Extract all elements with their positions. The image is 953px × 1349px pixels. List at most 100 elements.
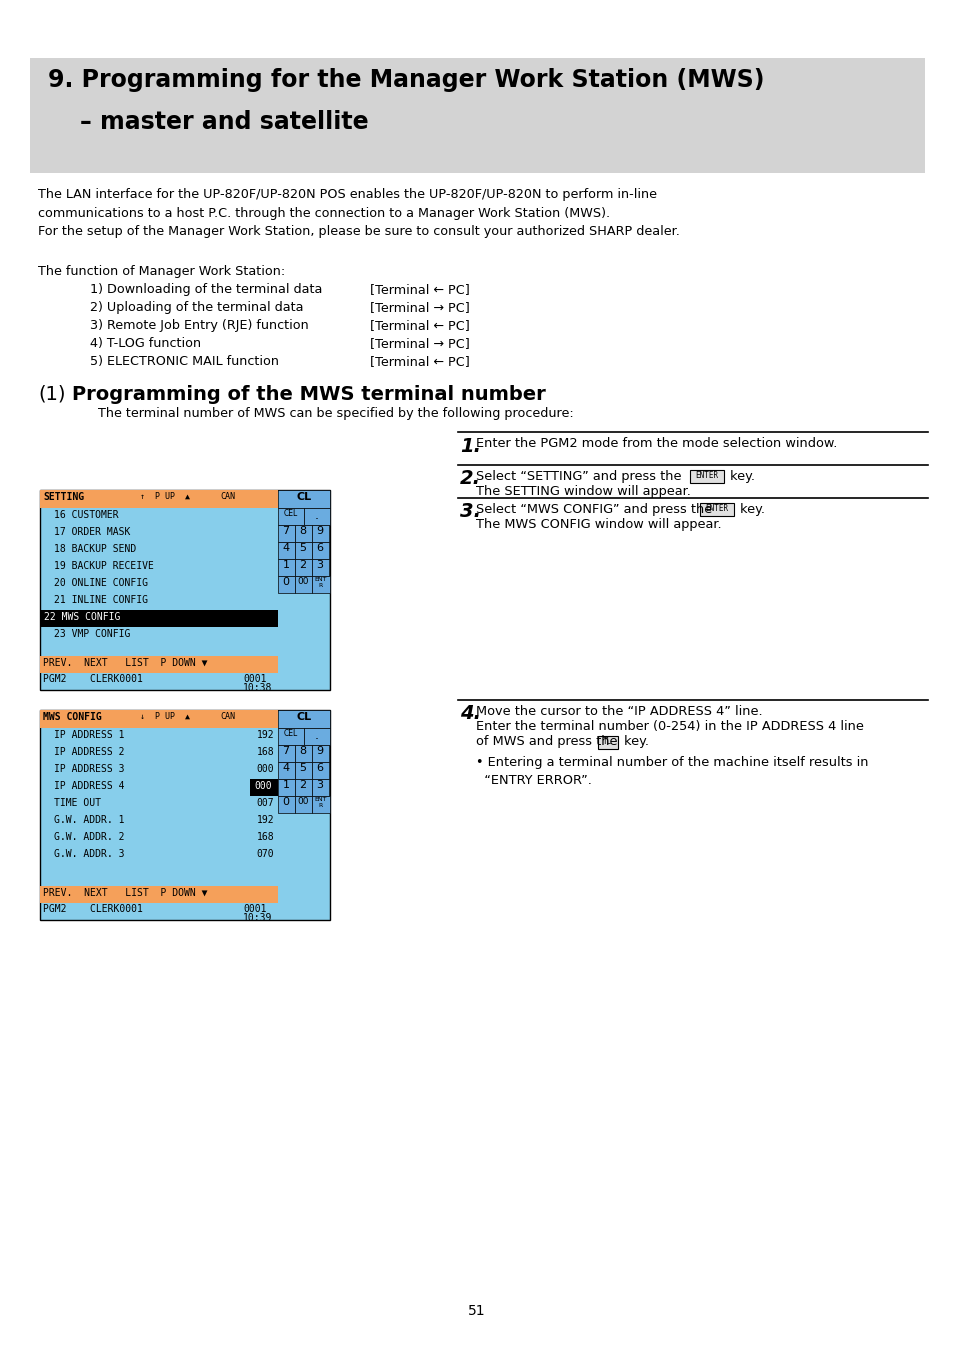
Text: 8: 8: [299, 526, 306, 536]
Bar: [250, 778, 277, 796]
Text: 10:38: 10:38: [243, 683, 273, 693]
Text: key.: key.: [735, 503, 764, 517]
Bar: [312, 778, 329, 796]
Text: IP ADDRESS 4: IP ADDRESS 4: [54, 781, 125, 791]
Bar: [277, 710, 330, 728]
Bar: [312, 745, 329, 762]
Bar: [689, 469, 723, 483]
Text: Enter the terminal number (0-254) in the IP ADDRESS 4 line: Enter the terminal number (0-254) in the…: [476, 720, 863, 733]
Text: 168: 168: [256, 747, 274, 757]
Bar: [312, 796, 330, 813]
Text: G.W. ADDR. 3: G.W. ADDR. 3: [54, 849, 125, 859]
Text: [Terminal → PC]: [Terminal → PC]: [370, 337, 469, 349]
Text: 1: 1: [282, 780, 289, 791]
Text: IP ADDRESS 1: IP ADDRESS 1: [54, 730, 125, 741]
Text: Select “SETTING” and press the: Select “SETTING” and press the: [476, 469, 685, 483]
Text: PGM2    CLERK0001: PGM2 CLERK0001: [43, 904, 143, 915]
Bar: [312, 525, 329, 542]
Text: 1: 1: [282, 560, 289, 571]
Text: ENT
R: ENT R: [314, 797, 327, 808]
Text: 000: 000: [256, 764, 274, 774]
Bar: [277, 576, 294, 594]
Bar: [40, 490, 330, 689]
Text: 4: 4: [282, 764, 290, 773]
Bar: [304, 509, 330, 525]
Text: 00: 00: [297, 797, 309, 805]
Text: CL: CL: [296, 492, 312, 502]
Text: 21 INLINE CONFIG: 21 INLINE CONFIG: [54, 595, 148, 604]
Text: 7: 7: [282, 746, 290, 755]
Text: 23 VMP CONFIG: 23 VMP CONFIG: [54, 629, 131, 639]
Text: 5: 5: [299, 764, 306, 773]
Bar: [294, 542, 312, 558]
Text: CL: CL: [296, 712, 312, 722]
Text: 2: 2: [299, 780, 306, 791]
Text: 4.: 4.: [459, 704, 480, 723]
Text: 18 BACKUP SEND: 18 BACKUP SEND: [54, 544, 136, 554]
Text: 192: 192: [256, 730, 274, 741]
Bar: [30, 58, 924, 173]
Bar: [312, 576, 330, 594]
Bar: [277, 745, 294, 762]
Text: Select “MWS CONFIG” and press the: Select “MWS CONFIG” and press the: [476, 503, 716, 517]
Bar: [277, 542, 294, 558]
Text: TL: TL: [602, 737, 612, 746]
Text: [Terminal ← PC]: [Terminal ← PC]: [370, 355, 469, 368]
Text: CAN: CAN: [220, 712, 234, 720]
Text: The MWS CONFIG window will appear.: The MWS CONFIG window will appear.: [476, 518, 720, 532]
Text: [Terminal ← PC]: [Terminal ← PC]: [370, 318, 469, 332]
Text: ↓  P UP  ▲: ↓ P UP ▲: [140, 712, 190, 720]
Bar: [277, 796, 294, 813]
Bar: [598, 737, 618, 749]
Bar: [277, 778, 294, 796]
Bar: [312, 542, 329, 558]
Text: • Entering a terminal number of the machine itself results in
  “ENTRY ERROR”.: • Entering a terminal number of the mach…: [476, 755, 867, 786]
Text: The function of Manager Work Station:: The function of Manager Work Station:: [38, 264, 285, 278]
Text: 4: 4: [282, 544, 290, 553]
Text: 168: 168: [256, 832, 274, 842]
Text: G.W. ADDR. 2: G.W. ADDR. 2: [54, 832, 125, 842]
Bar: [40, 656, 277, 673]
Text: The SETTING window will appear.: The SETTING window will appear.: [476, 486, 690, 498]
Text: 00: 00: [297, 577, 309, 585]
Text: CAN: CAN: [220, 492, 234, 500]
Text: 3.: 3.: [459, 502, 480, 521]
Text: 007: 007: [256, 799, 274, 808]
Text: of MWS and press the: of MWS and press the: [476, 735, 621, 747]
Bar: [294, 762, 312, 778]
Text: 2.: 2.: [459, 469, 480, 488]
Text: 1.: 1.: [459, 437, 480, 456]
Bar: [294, 796, 312, 813]
Text: SETTING: SETTING: [43, 492, 84, 502]
Text: 10:39: 10:39: [243, 913, 273, 923]
Text: .: .: [314, 728, 318, 742]
Bar: [294, 576, 312, 594]
Bar: [277, 762, 294, 778]
Text: 070: 070: [256, 849, 274, 859]
Bar: [40, 610, 277, 627]
Text: Move the cursor to the “IP ADDRESS 4” line.: Move the cursor to the “IP ADDRESS 4” li…: [476, 706, 761, 718]
Text: key.: key.: [619, 735, 648, 747]
Text: ENTER: ENTER: [704, 505, 728, 513]
Text: PGM2    CLERK0001: PGM2 CLERK0001: [43, 674, 143, 684]
Text: IP ADDRESS 3: IP ADDRESS 3: [54, 764, 125, 774]
Text: MWS CONFIG: MWS CONFIG: [43, 712, 102, 722]
Text: Enter the PGM2 mode from the mode selection window.: Enter the PGM2 mode from the mode select…: [476, 437, 837, 451]
Bar: [40, 710, 330, 920]
Text: 0001: 0001: [243, 674, 266, 684]
Bar: [312, 762, 329, 778]
Bar: [277, 490, 330, 509]
Text: 4) T-LOG function: 4) T-LOG function: [90, 337, 201, 349]
Text: 5) ELECTRONIC MAIL function: 5) ELECTRONIC MAIL function: [90, 355, 278, 368]
Bar: [277, 728, 304, 745]
Text: 51: 51: [468, 1304, 485, 1318]
Bar: [40, 886, 277, 902]
Text: 22 MWS CONFIG: 22 MWS CONFIG: [44, 612, 120, 622]
Text: 5: 5: [299, 544, 306, 553]
Bar: [700, 503, 733, 517]
Text: 192: 192: [256, 815, 274, 826]
Text: .: .: [314, 509, 318, 522]
Bar: [294, 558, 312, 576]
Text: G.W. ADDR. 1: G.W. ADDR. 1: [54, 815, 125, 826]
Text: 6: 6: [316, 544, 323, 553]
